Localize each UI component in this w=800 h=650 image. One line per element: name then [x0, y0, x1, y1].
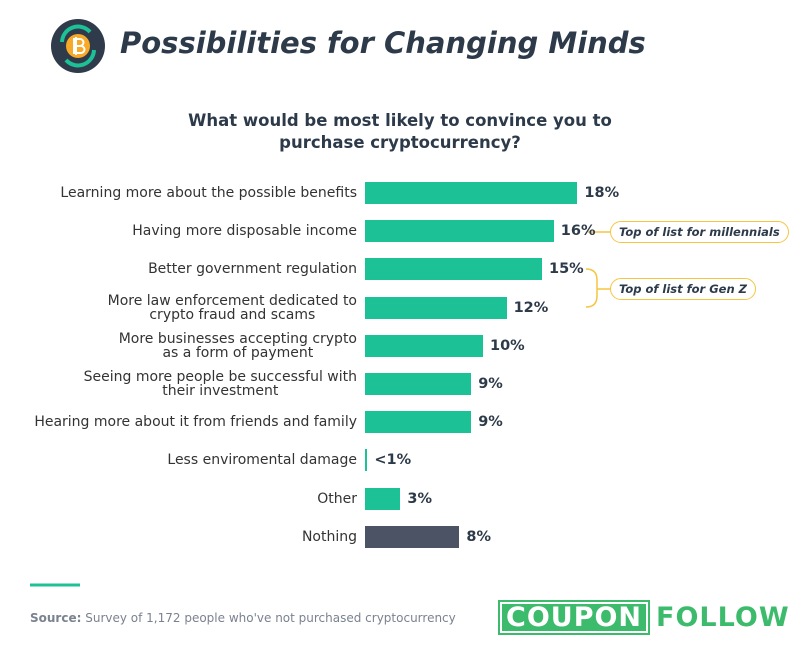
annotation: Top of list for millennials — [610, 221, 789, 243]
bar — [365, 525, 460, 548]
value-label: 8% — [466, 528, 492, 545]
logo: COUPON FOLLOW — [498, 600, 790, 635]
category-label: Less enviromental damage — [167, 452, 357, 469]
bar — [365, 182, 578, 204]
source-text: Survey of 1,172 people who've not purcha… — [85, 611, 456, 625]
value-label: 12% — [513, 299, 549, 316]
value-label: <1% — [374, 452, 412, 469]
category-label: Other — [317, 490, 357, 507]
title: Possibilities for Changing Minds — [120, 26, 646, 60]
category-label: Having more disposable income — [132, 223, 357, 240]
bar — [365, 487, 401, 510]
bar — [365, 373, 472, 395]
category-label: More businesses accepting crypto as a fo… — [118, 330, 357, 361]
source-label: Source: — [30, 611, 82, 625]
bar — [365, 220, 554, 243]
logo-part: COUPON — [498, 600, 651, 635]
bar — [365, 449, 368, 472]
value-label: 10% — [490, 337, 525, 354]
category-label: Seeing more people be successful with th… — [83, 369, 357, 399]
category-label: Better government regulation — [148, 261, 357, 278]
category-label: Nothing — [301, 528, 357, 545]
value-label: 18% — [584, 185, 620, 201]
value-label: 16% — [560, 223, 596, 240]
bar — [365, 296, 507, 319]
annotation: Top of list for Gen Z — [610, 278, 756, 300]
bar — [365, 334, 483, 357]
source: Source: Survey of 1,172 people who've no… — [30, 611, 456, 625]
value-label: 9% — [478, 414, 503, 431]
bar — [365, 411, 472, 434]
value-label: 15% — [549, 261, 584, 278]
category-label: Hearing more about it from friends and f… — [34, 414, 357, 431]
bitcoin-icon — [51, 19, 105, 73]
chart-title: What would be most likely to convince yo… — [188, 111, 612, 152]
value-label: 9% — [478, 376, 503, 392]
logo-part: FOLLOW — [656, 602, 790, 633]
category-label: Learning more about the possible benefit… — [60, 185, 357, 201]
bar — [365, 258, 542, 281]
category-label: More law enforcement dedicated to crypto… — [107, 292, 357, 323]
value-label: 3% — [407, 490, 433, 507]
